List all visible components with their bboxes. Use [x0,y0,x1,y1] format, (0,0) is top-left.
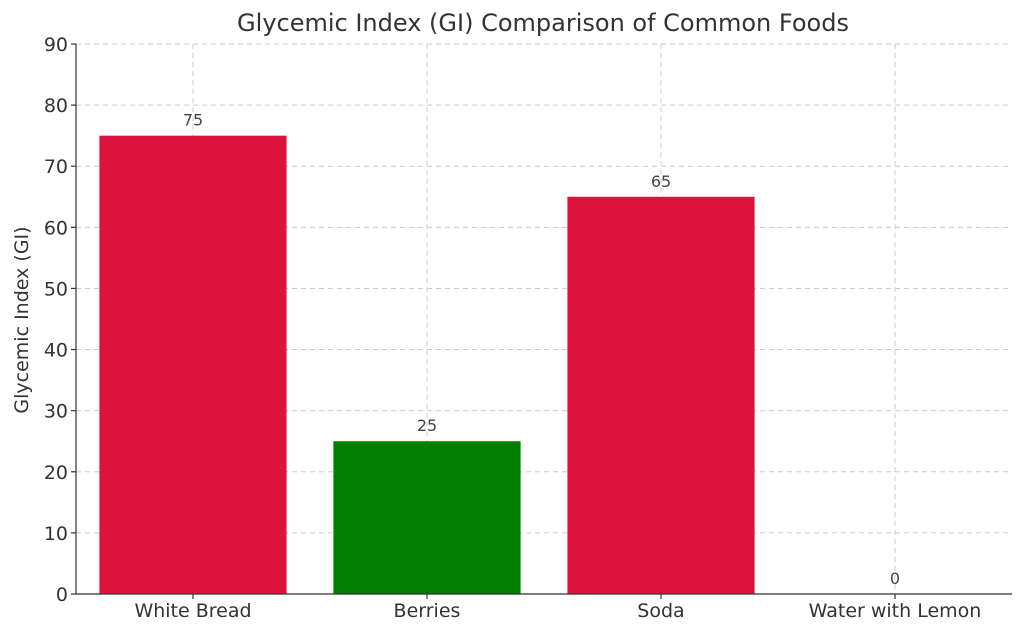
x-tick-label: White Bread [134,600,251,622]
y-tick-label: 0 [56,584,68,606]
data-label: 65 [651,172,671,191]
x-tick-label: Soda [637,600,684,622]
labels-layer: 0 10 20 30 40 50 60 70 80 90 75 White Bread 25 Berrie… [44,34,982,622]
y-tick-label: 40 [44,340,68,362]
y-tick-label: 20 [44,462,68,484]
data-label: 25 [417,416,437,435]
y-tick-label: 30 [44,401,68,423]
x-tick-label: Berries [394,600,461,622]
chart-title: Glycemic Index (GI) Comparison of Common… [237,9,849,37]
bars-layer [99,135,755,594]
y-tick-label: 50 [44,278,68,300]
data-label: 75 [183,111,203,130]
y-tick-label: 70 [44,156,68,178]
bar-white-bread [99,135,287,594]
bar-berries [333,441,521,594]
axes-layer [71,43,1012,599]
y-tick-label: 90 [44,34,68,56]
y-tick-label: 10 [44,523,68,545]
bar-soda [567,196,755,594]
x-tick-label: Water with Lemon [809,600,982,622]
y-tick-label: 80 [44,95,68,117]
y-axis-label: Glycemic Index (GI) [11,226,33,413]
y-tick-label: 60 [44,217,68,239]
data-label: 0 [890,569,900,588]
